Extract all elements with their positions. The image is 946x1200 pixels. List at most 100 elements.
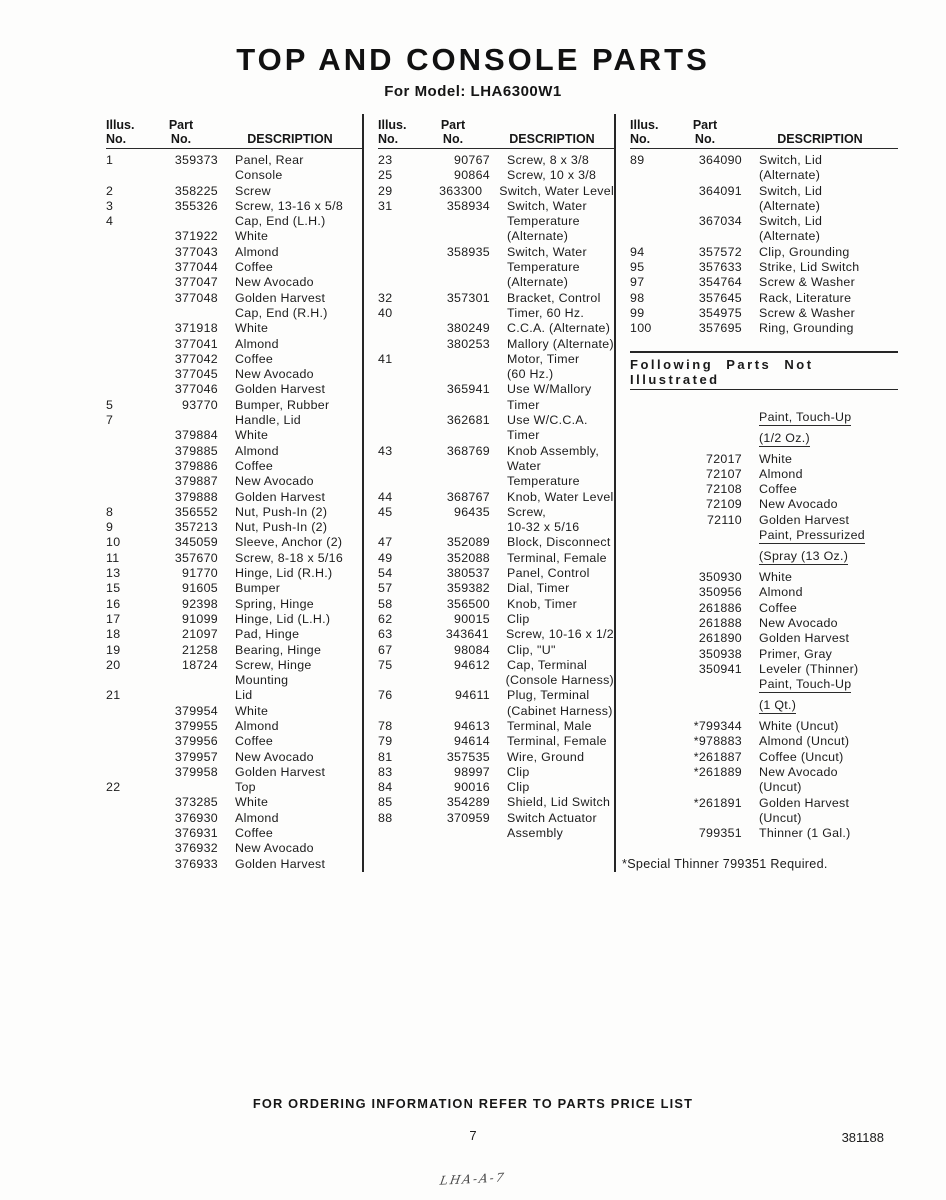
part-no: 352088 — [446, 550, 490, 565]
description: Water — [490, 459, 614, 473]
table-row: 22 Top — [106, 780, 362, 795]
table-row: (Console Harness) — [378, 673, 614, 688]
part-no: 352089 — [446, 535, 490, 550]
description-text: Almond — [235, 244, 279, 259]
description-text: White (Uncut) — [759, 719, 839, 734]
description-text: (Console Harness) — [505, 673, 614, 688]
table-row: 49 352088 Terminal, Female — [378, 551, 614, 566]
description: Rack, Literature — [742, 291, 898, 305]
header-description: DESCRIPTION — [777, 132, 863, 146]
description-text: Bracket, Control — [507, 290, 601, 305]
description: Panel, Control — [490, 566, 614, 580]
illus-no: 17 — [106, 611, 121, 626]
table-row: 364091 Switch, Lid — [630, 184, 898, 199]
table-row: 41 Motor, Timer — [378, 352, 614, 367]
table-row: (Cabinet Harness) — [378, 704, 614, 719]
description-text: Cap, Terminal — [507, 657, 588, 672]
illus-no: 47 — [378, 535, 393, 550]
table-row: (60 Hz.) — [378, 367, 614, 382]
description: Golden Harvest — [742, 796, 898, 810]
table-row: 376932 New Avocado — [106, 841, 362, 856]
table-row: 362681 Use W/C.C.A. — [378, 413, 614, 428]
description: Almond — [218, 444, 362, 458]
description: Spring, Hinge — [218, 597, 362, 611]
illus-no: 85 — [378, 795, 393, 810]
table-row: 67 98084 Clip, "U" — [378, 643, 614, 658]
table-row: 44 368767 Knob, Water Level — [378, 490, 614, 505]
description: Use W/C.C.A. — [490, 413, 614, 427]
description: Coffee (Uncut) — [742, 750, 898, 764]
table-row: 94 357572 Clip, Grounding — [630, 245, 898, 260]
description-text: Timer — [507, 428, 540, 443]
description: Bumper — [218, 581, 362, 595]
table-row: 379957 New Avocado — [106, 750, 362, 765]
part-no: 72109 — [706, 497, 742, 512]
table-row: Paint, Touch-Up — [630, 677, 898, 698]
illus-no: 3 — [106, 198, 114, 213]
part-no: 350941 — [698, 661, 742, 676]
part-no: 94611 — [454, 688, 490, 703]
table-row: *261891 Golden Harvest — [630, 796, 898, 811]
illus-no: 4 — [106, 214, 114, 229]
table-row: 99 354975 Screw & Washer — [630, 306, 898, 321]
description-text: Water — [507, 458, 542, 473]
description-text: Use W/C.C.A. — [507, 413, 588, 428]
description: Hinge, Lid (R.H.) — [218, 566, 362, 580]
description: New Avocado — [742, 765, 898, 779]
description: White (Uncut) — [742, 719, 898, 733]
part-no: 96435 — [454, 504, 490, 519]
table-row: Console — [106, 168, 362, 183]
description-text: Coffee — [235, 826, 274, 841]
table-row: 377045 New Avocado — [106, 367, 362, 382]
description: Console — [218, 168, 362, 182]
description-text: Hinge, Lid (L.H.) — [235, 611, 331, 626]
illus-no: 43 — [378, 443, 393, 458]
description-text: Assembly — [507, 826, 564, 841]
description-text: Temperature — [507, 260, 580, 275]
description: Terminal, Male — [490, 719, 614, 733]
description-text: Strike, Lid Switch — [759, 260, 860, 275]
illus-no: 97 — [630, 275, 645, 290]
description-text: Thinner (1 Gal.) — [759, 826, 851, 841]
part-no: 345059 — [174, 535, 218, 550]
table-row: Paint, Pressurized — [630, 528, 898, 549]
illus-no: 49 — [378, 550, 393, 565]
part-no: 94614 — [454, 734, 490, 749]
description: Cap, Terminal — [490, 658, 614, 672]
description-text: Wire, Ground — [507, 749, 585, 764]
part-no: 72108 — [706, 482, 742, 497]
part-no: 18724 — [182, 657, 218, 672]
description: White — [218, 704, 362, 718]
table-row: Water — [378, 459, 614, 474]
description: (Alternate) — [742, 199, 898, 213]
table-row: 57 359382 Dial, Timer — [378, 581, 614, 596]
description-text: Coffee — [235, 260, 274, 275]
table-row: 1 359373 Panel, Rear — [106, 153, 362, 168]
table-row: 379885 Almond — [106, 444, 362, 459]
description: Screw, 8 x 3/8 — [490, 153, 614, 167]
part-no: 350930 — [698, 570, 742, 585]
part-no: 379957 — [174, 749, 218, 764]
description-text: Leveler (Thinner) — [759, 661, 859, 676]
description: Cap, End (L.H.) — [218, 214, 362, 228]
description-text: Nut, Push-In (2) — [235, 504, 328, 519]
part-no: 91605 — [182, 581, 218, 596]
description-text: Console — [235, 168, 283, 183]
table-row: 799351 Thinner (1 Gal.) — [630, 826, 898, 841]
part-no: 90767 — [454, 153, 490, 167]
description-text: 10-32 x 5/16 — [507, 520, 580, 535]
illus-no: 84 — [378, 780, 393, 795]
description: Shield, Lid Switch — [490, 795, 614, 809]
description-text: Screw & Washer — [759, 305, 856, 320]
description: Coffee — [742, 482, 898, 496]
description: Panel, Rear — [218, 153, 362, 167]
description: Switch Actuator — [490, 811, 614, 825]
description: New Avocado — [218, 474, 362, 488]
description-text: Plug, Terminal — [507, 688, 590, 703]
illus-no: 94 — [630, 244, 645, 259]
table-row: 379886 Coffee — [106, 459, 362, 474]
table-row: 19 21258 Bearing, Hinge — [106, 643, 362, 658]
table-row: 32 357301 Bracket, Control — [378, 291, 614, 306]
table-row: 376930 Almond — [106, 811, 362, 826]
description: (60 Hz.) — [490, 367, 614, 381]
